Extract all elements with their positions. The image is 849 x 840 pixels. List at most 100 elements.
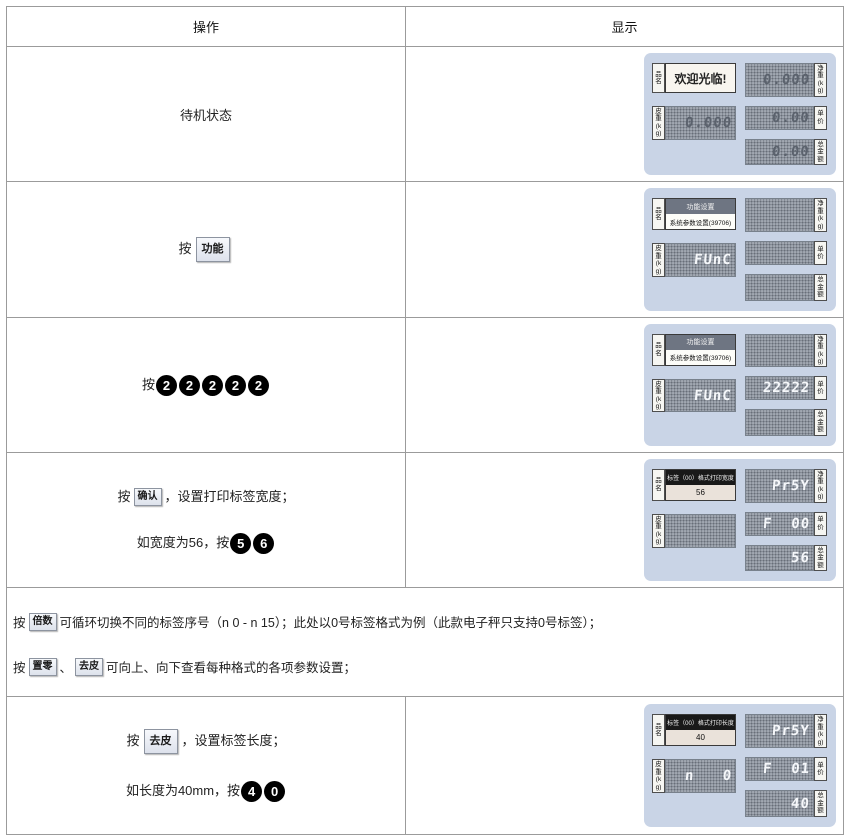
- tare-display-box: 皮重(kg) 0.000: [652, 106, 736, 140]
- note-line2-text: 可向上、向下查看每种格式的各项参数设置；: [106, 661, 357, 676]
- tare-screen: FUnC: [665, 243, 736, 278]
- name-screen-line1: 功能设置: [666, 334, 735, 350]
- scale-display-panel-3: 品名 功能设置 系统参数设置(39706) 皮重(kg) FUnC 净: [644, 323, 836, 446]
- name-display-box: 品名 标签（00）格式打印宽度 56: [652, 468, 736, 501]
- price-digits: 22222: [762, 380, 811, 397]
- standby-label: 待机状态: [179, 107, 232, 123]
- tare-screen: FUnC: [665, 378, 736, 413]
- name-screen: 功能设置 系统参数设置(39706): [665, 333, 736, 366]
- price-display-box: F 00 单价: [745, 511, 827, 536]
- price-label: 单价: [814, 511, 827, 536]
- numkey-2: 2: [156, 374, 177, 396]
- press-prefix: 按: [178, 240, 192, 256]
- note-line2: 按置零、去皮 可向上、向下查看每种格式的各项参数设置；: [13, 657, 837, 676]
- name-screen-line1: 标签（00）格式打印长度: [666, 715, 735, 731]
- net-screen: Pr5Y: [745, 714, 814, 749]
- name-screen-line2: 系统参数设置(39706): [666, 214, 735, 230]
- total-display-box: 56 总金额: [745, 544, 827, 572]
- price-display-box: 22222 单价: [745, 376, 827, 401]
- col-header-display: 显示: [405, 6, 844, 47]
- tare-label: 皮重(kg): [652, 106, 665, 140]
- numkey-0: 0: [264, 781, 286, 803]
- total-digits: 56: [790, 549, 811, 566]
- price-display-box: 单价: [745, 241, 827, 266]
- confirm-line1: 按确认 ，设置打印标签宽度；: [7, 486, 405, 507]
- tare-label: 皮重(kg): [652, 513, 665, 548]
- total-screen: 0.00: [745, 138, 814, 166]
- name-screen: 标签（00）格式打印宽度 56: [665, 468, 736, 501]
- operation-press-func: 按功能: [6, 181, 406, 318]
- tare-digits: n 0: [684, 768, 733, 785]
- confirm-key: 确认: [133, 488, 162, 507]
- tare-digits: FUnC: [693, 252, 733, 269]
- tare-line2: 如长度为40mm，按 4 0: [7, 780, 405, 803]
- name-display-box: 品名 欢迎光临!: [652, 63, 736, 93]
- press-prefix: 按: [13, 661, 26, 676]
- tare-screen: n 0: [665, 759, 736, 794]
- scale-display-panel-4: 品名 标签（00）格式打印宽度 56 皮重(kg) Pr5Y 净重(k: [644, 458, 836, 582]
- net-label: 净重(kg): [814, 63, 827, 97]
- header-row: 操作 显示: [6, 6, 844, 47]
- price-screen: 0.00: [745, 105, 814, 130]
- total-label: 总金额: [814, 544, 827, 572]
- total-screen: [745, 274, 814, 301]
- tare-screen: 0.000: [665, 106, 736, 140]
- scale-display-panel-5: 品名 标签（00）格式打印长度 40 皮重(kg) n 0 Pr5Y: [644, 704, 836, 827]
- total-label: 总金额: [814, 790, 827, 817]
- net-label: 净重(kg): [814, 468, 827, 503]
- price-screen: [745, 241, 814, 266]
- confirm-line2-text: 如宽度为56，按: [136, 535, 230, 551]
- price-digits: 0.00: [771, 109, 811, 126]
- price-screen: F 00: [745, 511, 814, 536]
- name-screen: 标签（00）格式打印长度 40: [665, 714, 736, 747]
- net-label: 净重(kg): [814, 714, 827, 749]
- display-func: 品名 功能设置 系统参数设置(39706) 皮重(kg) FUnC 净: [405, 181, 844, 318]
- numkey-6: 6: [253, 533, 275, 555]
- net-screen: [745, 198, 814, 233]
- net-label: 净重(kg): [814, 198, 827, 233]
- press-prefix: 按: [126, 733, 140, 749]
- operation-press-confirm: 按确认 ，设置打印标签宽度； 如宽度为56，按 5 6: [6, 451, 406, 589]
- price-digits: F 01: [762, 761, 811, 778]
- tare-display-box: 皮重(kg) n 0: [652, 759, 736, 794]
- operation-standby: 待机状态: [6, 45, 406, 183]
- row-press-tare: 按去皮 ，设置标签长度； 如长度为40mm，按 4 0 品名 标签（00）格式打印长度…: [6, 696, 844, 836]
- display-standby: 品名 欢迎光临! 皮重(kg) 0.000 0.000 净重(kg) 0.00: [405, 45, 844, 183]
- operation-press-tare: 按去皮 ，设置标签长度； 如长度为40mm，按 4 0: [6, 696, 406, 836]
- price-label: 单价: [814, 376, 827, 401]
- net-display-box: 净重(kg): [745, 333, 827, 368]
- func-key: 功能: [195, 236, 230, 262]
- tare-label: 皮重(kg): [652, 759, 665, 794]
- row-note: 按倍数 可循环切换不同的标签序号（n 0 - n 15）；此处以0号标签格式为例（…: [6, 587, 844, 698]
- net-display-box: 0.000 净重(kg): [745, 63, 827, 97]
- scale-display-panel-1: 品名 欢迎光临! 皮重(kg) 0.000 0.000 净重(kg) 0.00: [644, 53, 836, 176]
- numkey-2: 2: [179, 374, 200, 396]
- tare-line2-text: 如长度为40mm，按: [125, 783, 241, 799]
- confirm-line2: 如宽度为56，按 5 6: [7, 532, 405, 555]
- note-cell: 按倍数 可循环切换不同的标签序号（n 0 - n 15）；此处以0号标签格式为例（…: [6, 587, 844, 698]
- total-screen: [745, 409, 814, 436]
- tare-screen: [665, 513, 736, 548]
- net-digits: Pr5Y: [771, 723, 811, 740]
- press-prefix: 按: [13, 616, 26, 631]
- price-label: 单价: [814, 105, 827, 130]
- net-display-box: Pr5Y 净重(kg): [745, 468, 827, 503]
- name-label: 品名: [652, 468, 665, 501]
- press-prefix: 按: [141, 376, 155, 392]
- name-label: 品名: [652, 63, 665, 93]
- name-label: 品名: [652, 333, 665, 366]
- name-screen-line2: 系统参数设置(39706): [666, 349, 735, 365]
- net-screen: [745, 333, 814, 368]
- price-screen: F 01: [745, 757, 814, 782]
- price-screen: 22222: [745, 376, 814, 401]
- price-label: 单价: [814, 757, 827, 782]
- name-screen: 欢迎光临!: [665, 63, 736, 93]
- display-22222: 品名 功能设置 系统参数设置(39706) 皮重(kg) FUnC 净: [405, 316, 844, 453]
- numkey-2: 2: [225, 374, 246, 396]
- total-display-box: 总金额: [745, 274, 827, 301]
- net-screen: 0.000: [745, 63, 814, 97]
- tare-label: 皮重(kg): [652, 378, 665, 413]
- total-display-box: 40 总金额: [745, 790, 827, 817]
